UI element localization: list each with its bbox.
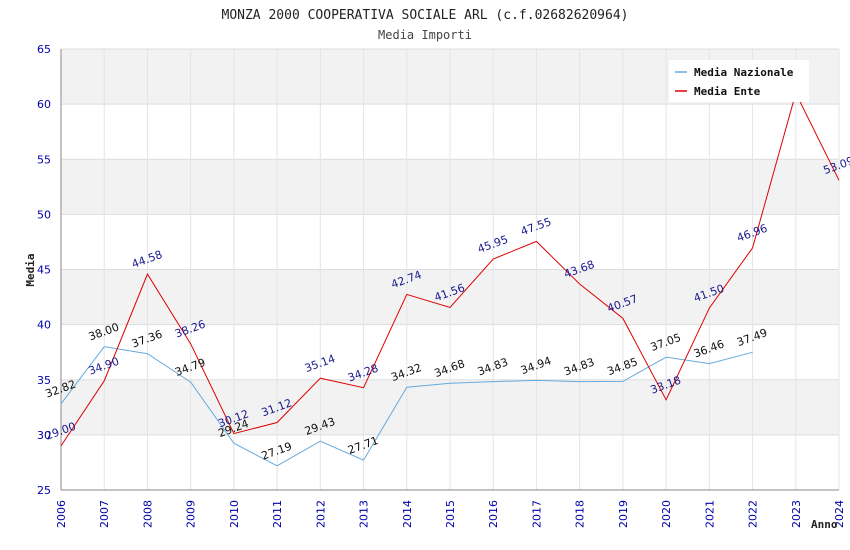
x-tick-label: 2017: [530, 500, 543, 528]
x-tick-label: 2011: [271, 500, 284, 528]
x-tick-label: 2024: [833, 500, 846, 528]
x-tick-label: 2018: [574, 500, 587, 528]
series-group: [60, 91, 840, 467]
chart-subtitle: Media Importi: [378, 28, 472, 42]
x-tick-label: 2020: [660, 500, 673, 528]
x-axis-title: Anno: [811, 518, 838, 531]
x-tick-label: 2021: [703, 500, 716, 528]
x-tick-label: 2014: [401, 500, 414, 528]
x-tick-label: 2010: [228, 500, 241, 528]
y-tick-labels: 25 30 35 40 45 50 55 60 65: [37, 43, 51, 497]
y-axis-title: Media: [24, 253, 37, 286]
y-tick-label: 25: [37, 484, 51, 497]
x-tick-label: 2007: [98, 500, 111, 528]
x-tick-label: 2022: [747, 500, 760, 528]
x-tick-label: 2016: [487, 500, 500, 528]
x-tick-label: 2019: [617, 500, 630, 528]
x-tick-label: 2023: [790, 500, 803, 528]
legend-label: Media Nazionale: [694, 66, 794, 79]
x-tick-label: 2012: [314, 500, 327, 528]
y-tick-label: 35: [37, 374, 51, 387]
y-tick-label: 55: [37, 153, 51, 166]
x-tick-label: 2009: [185, 500, 198, 528]
series-line-media-nazionale: [60, 346, 753, 467]
x-tick-label: 2006: [55, 500, 68, 528]
y-tick-label: 65: [37, 43, 51, 56]
x-tick-label: 2013: [358, 500, 371, 528]
x-tick-labels: 2006 2007 2008 2009 2010 2011 2012 2013 2014 2015…: [55, 500, 846, 528]
chart-title: MONZA 2000 COOPERATIVA SOCIALE ARL (c.f.…: [222, 8, 629, 23]
y-tick-label: 30: [37, 429, 51, 442]
y-tick-label: 50: [37, 208, 51, 221]
y-tick-label: 45: [37, 264, 51, 277]
legend: Media Nazionale Media Ente: [669, 60, 809, 102]
x-tick-label: 2015: [444, 500, 457, 528]
y-tick-label: 40: [37, 319, 51, 332]
y-tick-label: 60: [37, 98, 51, 111]
x-tick-label: 2008: [141, 500, 154, 528]
legend-background: [669, 60, 809, 102]
legend-label: Media Ente: [694, 85, 761, 98]
series-line-media-ente: [60, 91, 840, 447]
